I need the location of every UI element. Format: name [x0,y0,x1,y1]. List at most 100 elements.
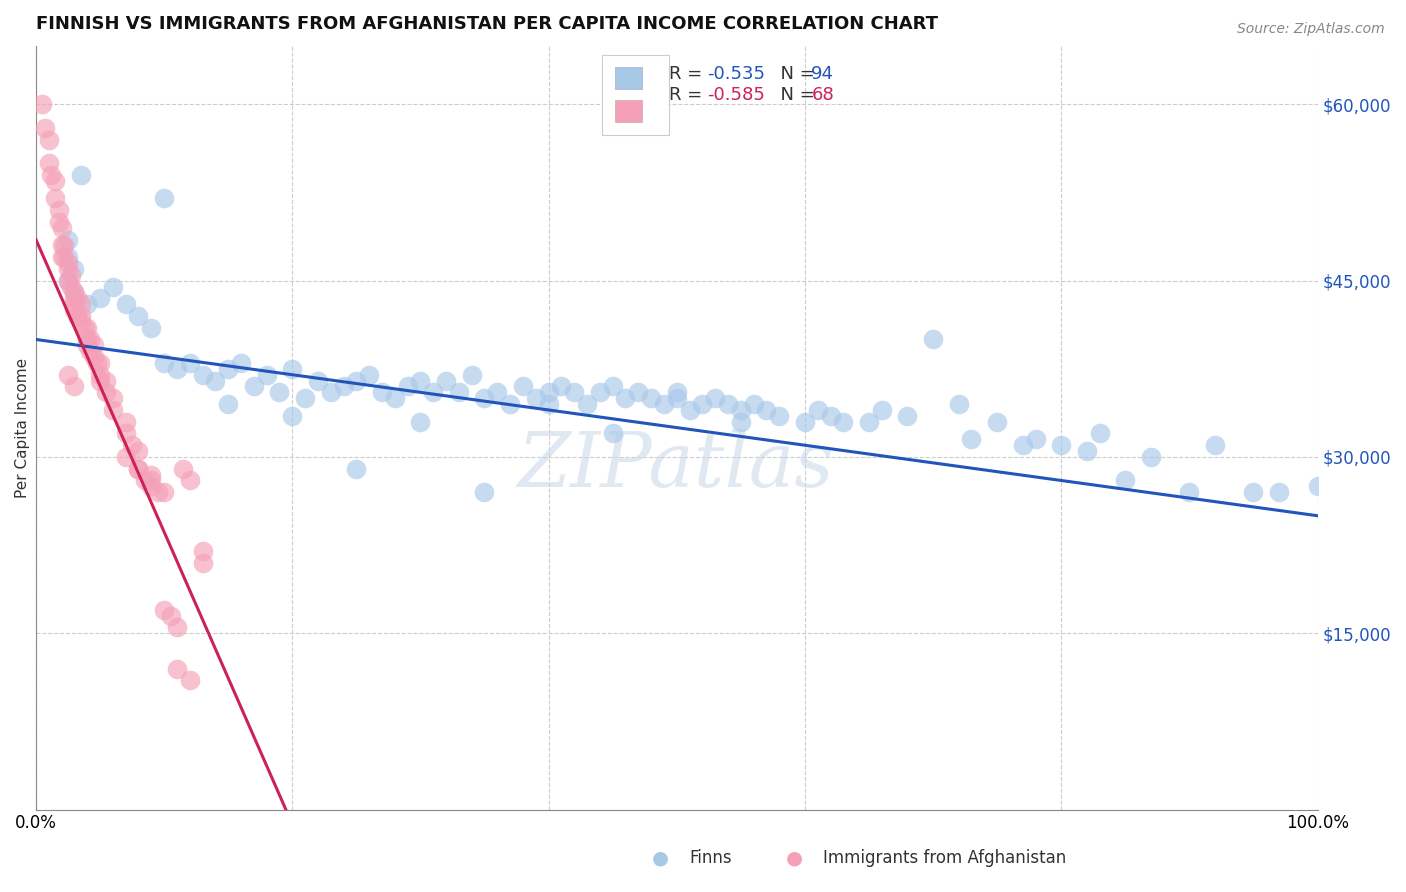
Point [127,461,149,475]
Point [922,333,945,347]
Point [1025,433,1047,447]
Point [83,350,105,364]
Point [166,362,188,376]
Point [474,485,496,500]
Point [76,320,98,334]
Point [96,374,118,388]
Point [89,356,111,370]
Point [499,397,522,411]
Point [870,403,893,417]
Point [76,297,98,311]
Point [69,315,91,329]
Point [537,397,560,411]
Point [1241,485,1264,500]
Point [38,156,60,170]
Point [83,338,105,352]
Point [101,403,124,417]
Point [1076,444,1098,458]
Point [114,415,136,429]
Point [73,320,96,334]
Text: ZIPatlas: ZIPatlas [519,429,835,503]
Point [1011,438,1033,452]
Point [101,279,124,293]
Text: N =: N = [769,65,821,83]
Text: 68: 68 [811,87,834,104]
Point [229,356,252,370]
Text: N =: N = [769,87,821,104]
Point [640,391,662,405]
Point [39,168,62,182]
Point [960,433,983,447]
Point [179,474,201,488]
Text: R =: R = [669,65,709,83]
Point [34,120,56,135]
Point [281,409,304,423]
Point [56,368,79,382]
Point [191,556,214,570]
Point [319,385,342,400]
Point [512,379,534,393]
Point [1088,426,1111,441]
Point [51,238,73,252]
Point [550,379,572,393]
Point [191,368,214,382]
Point [114,426,136,441]
Point [66,291,89,305]
Point [44,174,66,188]
Text: Source: ZipAtlas.com: Source: ZipAtlas.com [1237,22,1385,37]
Point [114,297,136,311]
Point [53,238,76,252]
Point [294,391,316,405]
Point [44,191,66,205]
Point [56,250,79,264]
Point [371,385,394,400]
Point [217,397,239,411]
Point [153,603,176,617]
Point [146,485,169,500]
Text: Finns: Finns [689,849,731,867]
Point [217,362,239,376]
Point [141,320,163,334]
Point [76,338,98,352]
Point [589,385,612,400]
Point [141,474,163,488]
Point [344,374,367,388]
Point [1050,438,1073,452]
Point [602,379,624,393]
Point [562,385,585,400]
Point [768,409,790,423]
Point [141,467,163,482]
Point [793,415,815,429]
Point [179,356,201,370]
Point [51,220,73,235]
Point [48,203,70,218]
Point [86,356,108,370]
Point [652,397,675,411]
Point [134,474,156,488]
Point [31,97,53,112]
Legend: , : , [602,54,669,135]
Point [332,379,354,393]
Point [665,391,688,405]
Point [56,274,79,288]
Point [1140,450,1163,464]
Point [51,250,73,264]
Point [832,415,855,429]
Point [56,233,79,247]
Point [69,168,91,182]
Point [576,397,599,411]
Point [89,368,111,382]
Point [166,661,188,675]
Point [820,409,842,423]
Point [79,344,101,359]
Point [79,333,101,347]
Point [1114,474,1136,488]
Y-axis label: Per Capita Income: Per Capita Income [15,358,31,498]
Point [204,374,226,388]
Point [66,309,89,323]
Point [986,415,1008,429]
Text: 94: 94 [811,65,834,83]
Point [896,409,918,423]
Point [127,444,149,458]
Point [38,133,60,147]
